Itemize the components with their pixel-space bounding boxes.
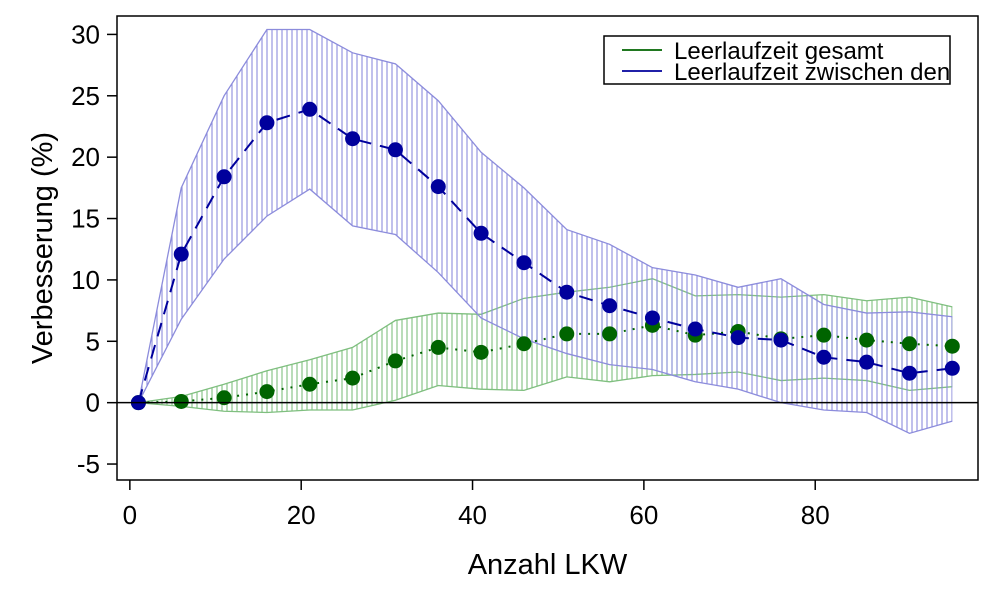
data-point-0-2	[216, 390, 232, 406]
band-lower-1	[137, 188, 953, 435]
y-tick-label: 20	[71, 142, 100, 172]
data-point-1-14	[730, 330, 746, 346]
data-point-0-3	[259, 384, 275, 400]
y-tick-label: 15	[71, 204, 100, 234]
y-tick-label: 30	[71, 19, 100, 49]
y-tick-label: 10	[71, 265, 100, 295]
data-point-1-5	[345, 131, 361, 147]
legend-label-1: Leerlaufzeit zwischen den	[674, 59, 950, 86]
y-tick-label: 5	[86, 326, 100, 356]
confidence-bands	[137, 28, 953, 435]
data-point-1-11	[602, 298, 618, 314]
x-tick-label: 80	[801, 500, 830, 530]
x-axis-label: Anzahl LKW	[468, 549, 628, 581]
axes: 0 20 40 60 80 -5 0 5 10 15 20 25 30	[71, 19, 978, 530]
data-point-0-10	[559, 326, 575, 342]
data-point-1-19	[944, 360, 960, 376]
y-axis-label: Verbesserung (%)	[27, 132, 59, 364]
data-point-0-16	[816, 327, 832, 343]
data-points	[130, 101, 960, 411]
y-tick-label: 25	[71, 81, 100, 111]
data-point-1-2	[216, 169, 232, 185]
data-point-1-9	[516, 255, 532, 271]
y-tick-label: -5	[77, 449, 100, 479]
data-point-0-18	[901, 336, 917, 352]
x-tick-label: 60	[629, 500, 658, 530]
data-point-1-4	[302, 101, 318, 117]
data-point-1-18	[901, 365, 917, 381]
data-point-0-1	[173, 393, 189, 409]
plot-frame	[116, 15, 979, 481]
data-point-1-3	[259, 115, 275, 131]
data-point-0-17	[859, 332, 875, 348]
data-point-0-8	[473, 344, 489, 360]
data-point-0-6	[387, 353, 403, 369]
y-tick-label: 0	[86, 388, 100, 418]
data-point-0-7	[430, 339, 446, 355]
legend-box	[603, 35, 951, 85]
data-point-1-7	[430, 179, 446, 195]
x-tick-label: 40	[458, 500, 487, 530]
data-point-1-8	[473, 225, 489, 241]
data-point-1-16	[816, 349, 832, 365]
data-point-1-13	[687, 321, 703, 337]
data-point-0-5	[345, 370, 361, 386]
band-upper-1	[137, 28, 953, 403]
data-point-1-6	[387, 142, 403, 158]
data-point-1-10	[559, 284, 575, 300]
data-point-0-19	[944, 338, 960, 354]
data-point-1-12	[644, 310, 660, 326]
data-point-0-11	[602, 326, 618, 342]
x-tick-label: 0	[123, 500, 137, 530]
data-point-0-9	[516, 336, 532, 352]
data-point-1-17	[859, 354, 875, 370]
data-point-1-15	[773, 332, 789, 348]
data-point-1-1	[173, 246, 189, 262]
data-point-0-4	[302, 376, 318, 392]
x-tick-label: 20	[287, 500, 316, 530]
legend-label-0: Leerlaufzeit gesamt	[674, 38, 884, 65]
series-line-1	[137, 108, 953, 403]
